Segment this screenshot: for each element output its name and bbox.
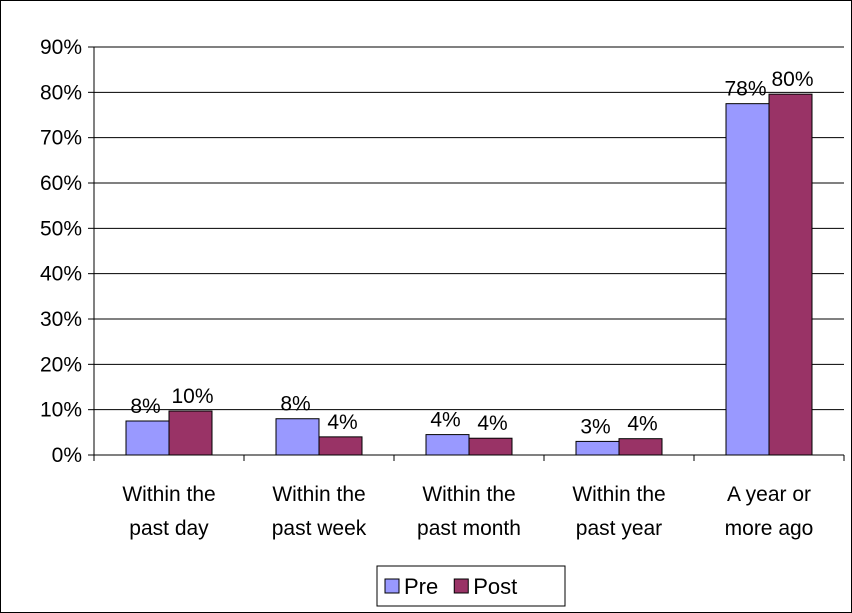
data-label: 8% [280, 393, 310, 416]
legend-label-post: Post [473, 574, 517, 599]
legend-label-pre: Pre [404, 574, 438, 599]
category-label: past day [129, 517, 209, 540]
y-tick-label: 20% [40, 353, 82, 376]
y-tick-label: 90% [40, 36, 82, 59]
legend: Pre Post [376, 565, 566, 607]
legend-swatch-post [453, 578, 469, 594]
data-label: 78% [724, 78, 766, 101]
data-label: 8% [130, 395, 160, 418]
y-tick-label: 50% [40, 217, 82, 240]
data-label: 10% [171, 385, 213, 408]
bar-post [618, 438, 663, 456]
data-label: 4% [627, 413, 657, 436]
legend-box [376, 565, 566, 607]
y-tick-label: 10% [40, 399, 82, 422]
y-tick-label: 60% [40, 172, 82, 195]
bars [125, 93, 813, 456]
category-label: past year [576, 517, 662, 540]
category-label: Within the [422, 483, 515, 506]
bar-post [468, 437, 513, 456]
legend-swatch-pre [384, 578, 400, 594]
bar-pre [275, 418, 320, 456]
data-label: 4% [477, 412, 507, 435]
data-label: 3% [580, 415, 610, 438]
bar-post [318, 436, 363, 456]
bar-post [168, 410, 213, 456]
axes [88, 46, 845, 461]
y-tick-label: 80% [40, 81, 82, 104]
category-label: A year or [727, 483, 811, 506]
bar-pre [575, 440, 620, 456]
category-label: past week [272, 517, 367, 540]
y-tick-label: 0% [52, 444, 82, 467]
category-label: Within the [572, 483, 665, 506]
category-label: Within the [122, 483, 215, 506]
bar-pre [425, 434, 470, 456]
category-label: past month [417, 517, 521, 540]
data-label: 80% [771, 68, 813, 91]
bar-pre [725, 103, 770, 456]
y-tick-label: 40% [40, 263, 82, 286]
data-label: 4% [430, 409, 460, 432]
y-tick-label: 70% [40, 127, 82, 150]
gridlines [94, 46, 844, 411]
category-label: Within the [272, 483, 365, 506]
y-tick-label: 30% [40, 308, 82, 331]
data-label: 4% [327, 411, 357, 434]
category-label: more ago [725, 517, 814, 540]
y-axis-ticks: 0% 10% 20% 30% 40% 50% 60% 70% 80% 90% [40, 36, 82, 467]
bar-pre [125, 420, 170, 456]
data-labels: 8% 10% 8% 4% 4% 4% 3% 4% 78% 80% [130, 68, 813, 438]
x-axis-categories: Within the past day Within the past week Wit… [122, 483, 813, 540]
bar-post [768, 93, 813, 456]
